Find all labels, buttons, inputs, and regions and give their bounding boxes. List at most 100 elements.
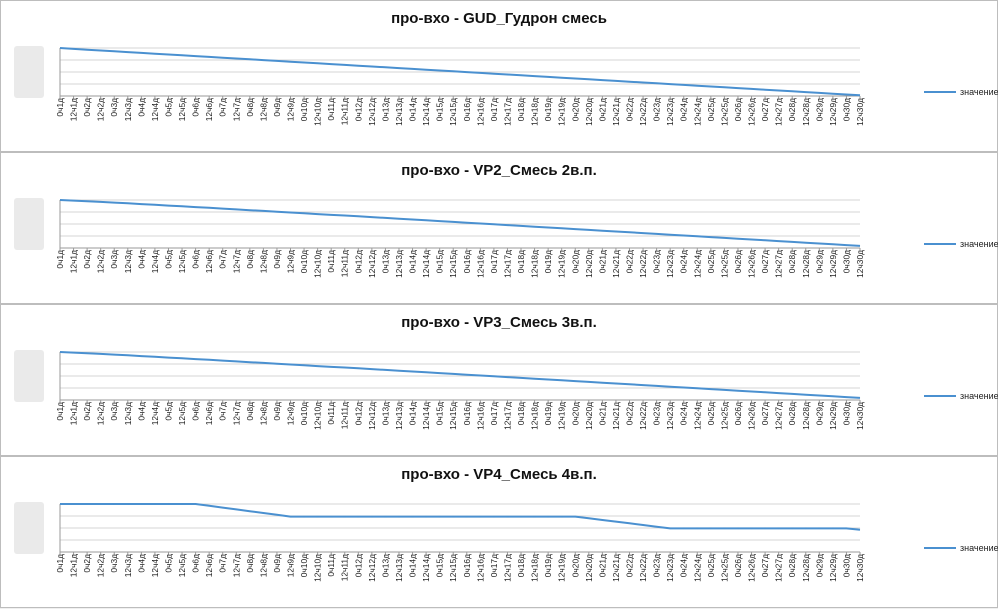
data-point: 12ч25д: 79.7	[723, 527, 725, 529]
data-point: 12ч6д: 98.5	[208, 505, 210, 507]
chart-1: 0ч1д 12ч1д 0ч2д 12ч2д 0ч3д 12ч3д 0ч4д 12ч4д 0ч5д…	[14, 46, 998, 126]
data-point: 0ч3д: 97.1	[113, 50, 115, 52]
data-point: 12ч10д: 89.5	[316, 515, 318, 517]
x-tick-label: 12ч27д	[774, 98, 784, 126]
x-tick-label: 12ч26д	[747, 250, 757, 278]
x-tick-label: 12ч1д	[69, 98, 79, 121]
data-point: 0ч22д: 71.7	[628, 383, 630, 385]
data-point: 12ч15д: 80.8	[452, 373, 454, 375]
x-tick-label: 0ч30д	[841, 402, 851, 425]
data-point: 12ч19д: 89.5	[560, 515, 562, 517]
data-point: 12ч2д: 98.3	[99, 353, 101, 355]
x-tick-label: 0ч28д	[787, 554, 797, 577]
x-tick-label: 12ч25д	[719, 554, 729, 582]
x-tick-label: 0ч20д	[570, 98, 580, 121]
x-tick-label: 12ч28д	[801, 402, 811, 430]
data-point: 0ч19д: 89.5	[547, 515, 549, 517]
x-tick-label: 0ч2д	[82, 98, 92, 117]
chart-panel-2	[0, 152, 998, 304]
x-tick-label: 0ч9д	[272, 98, 282, 117]
x-tick-label: 12ч6д	[204, 98, 214, 121]
data-point: 0ч25д: 66.3	[710, 85, 712, 87]
data-point: 0ч18д: 77.3	[520, 225, 522, 227]
data-point: 0ч15д: 81.5	[438, 220, 440, 222]
x-tick-label: 0ч10д	[299, 250, 309, 273]
x-tick-label: 0ч25д	[706, 554, 716, 577]
x-tick-label: 12ч20д	[584, 402, 594, 430]
x-tick-label: 12ч9д	[286, 554, 296, 577]
data-point: 12ч30д: 58.6	[859, 94, 861, 96]
data-point: 12ч22д: 71	[642, 384, 644, 386]
data-point: 12ч13д: 83.6	[398, 370, 400, 372]
data-point: 12ч16д: 79.4	[479, 374, 481, 376]
x-tick-label: 0ч8д	[245, 554, 255, 573]
data-point: 12ч13д: 83.6	[398, 218, 400, 220]
x-tick-label: 0ч24д	[679, 98, 689, 121]
data-point: 0ч29д: 61.9	[818, 242, 820, 244]
data-point: 12ч3д: 96.4	[127, 51, 129, 53]
data-point: 0ч21д: 73.1	[601, 382, 603, 384]
x-tick-label: 12ч19д	[557, 554, 567, 582]
x-tick-label: 0ч22д	[624, 98, 634, 121]
x-tick-label: 0ч27д	[760, 554, 770, 577]
data-point: 0ч23д: 81.1	[655, 525, 657, 527]
data-point: 12ч6д: 92.2	[208, 56, 210, 58]
x-tick-label: 12ч2д	[96, 554, 106, 577]
data-point: 12ч21д: 85.3	[615, 520, 617, 522]
data-point: 0ч17д: 78.7	[493, 223, 495, 225]
x-tick-label: 12ч3д	[123, 554, 133, 577]
x-tick-label: 12ч15д	[448, 98, 458, 126]
x-tick-label: 0ч6д	[191, 250, 201, 269]
x-tick-label: 12ч28д	[801, 250, 811, 278]
x-tick-label: 0ч27д	[760, 250, 770, 273]
x-tick-label: 12ч11д	[340, 98, 350, 125]
x-tick-label: 12ч23д	[665, 250, 675, 278]
data-point: 0ч15д: 80.3	[438, 69, 440, 71]
data-point: 12ч16д: 79.4	[479, 222, 481, 224]
x-tick-label: 0ч22д	[624, 250, 634, 273]
data-point: 12ч24д: 68.2	[696, 387, 698, 389]
x-tick-label: 0ч30д	[841, 250, 851, 273]
data-point: 12ч29д: 79.7	[832, 527, 834, 529]
x-tick-label: 12ч4д	[150, 402, 160, 425]
data-point: 0ч7д: 92.5	[222, 359, 224, 361]
data-point: 12ч5д: 94.5	[181, 357, 183, 359]
data-point: 12ч6д: 93.2	[208, 359, 210, 361]
data-point: 12ч14д: 82.2	[425, 219, 427, 221]
x-tick-label: 12ч29д	[828, 98, 838, 126]
x-tick-label: 12ч24д	[692, 98, 702, 126]
x-tick-label: 0ч1д	[55, 402, 65, 421]
data-point: 0ч24д: 68.9	[683, 386, 685, 388]
x-tick-label: 12ч8д	[258, 250, 268, 273]
x-tick-label: 0ч19д	[543, 250, 553, 273]
x-tick-label: 12ч22д	[638, 554, 648, 582]
data-point: 0ч29д: 79.7	[818, 527, 820, 529]
data-point: 12ч2д: 97.8	[99, 49, 101, 51]
x-tick-label: 12ч14д	[421, 98, 431, 126]
series-line	[59, 351, 861, 399]
data-point: 12ч9д: 89.5	[289, 515, 291, 517]
chart-panel-4	[0, 456, 998, 608]
x-tick-label: 0ч23д	[652, 98, 662, 121]
x-tick-label: 0ч14д	[408, 98, 418, 121]
data-point: 0ч16д: 80.1	[466, 374, 468, 376]
data-point: 12ч20д: 88.1	[588, 517, 590, 519]
y-tick-labels-blurred	[14, 46, 44, 98]
data-point: 0ч20д: 89.5	[574, 515, 576, 517]
data-point: 12ч15д: 89.5	[452, 515, 454, 517]
y-tick-labels-blurred	[14, 198, 44, 250]
x-tick-label: 12ч24д	[692, 402, 702, 430]
x-tick-label: 12ч18д	[530, 402, 540, 430]
data-point: 12ч11д: 85.2	[344, 64, 346, 66]
data-point: 0ч10д: 87.3	[303, 61, 305, 63]
data-point: 12ч3д: 97.1	[127, 202, 129, 204]
data-point: 0ч21д: 71.9	[601, 79, 603, 81]
data-point: 12ч16д: 89.5	[479, 515, 481, 517]
data-point: 0ч7д: 97	[222, 506, 224, 508]
x-tick-label: 0ч3д	[109, 250, 119, 269]
data-point: 0ч5д: 100	[167, 503, 169, 505]
x-tick-label: 12ч14д	[421, 402, 431, 430]
x-tick-label: 0ч15д	[435, 98, 445, 121]
